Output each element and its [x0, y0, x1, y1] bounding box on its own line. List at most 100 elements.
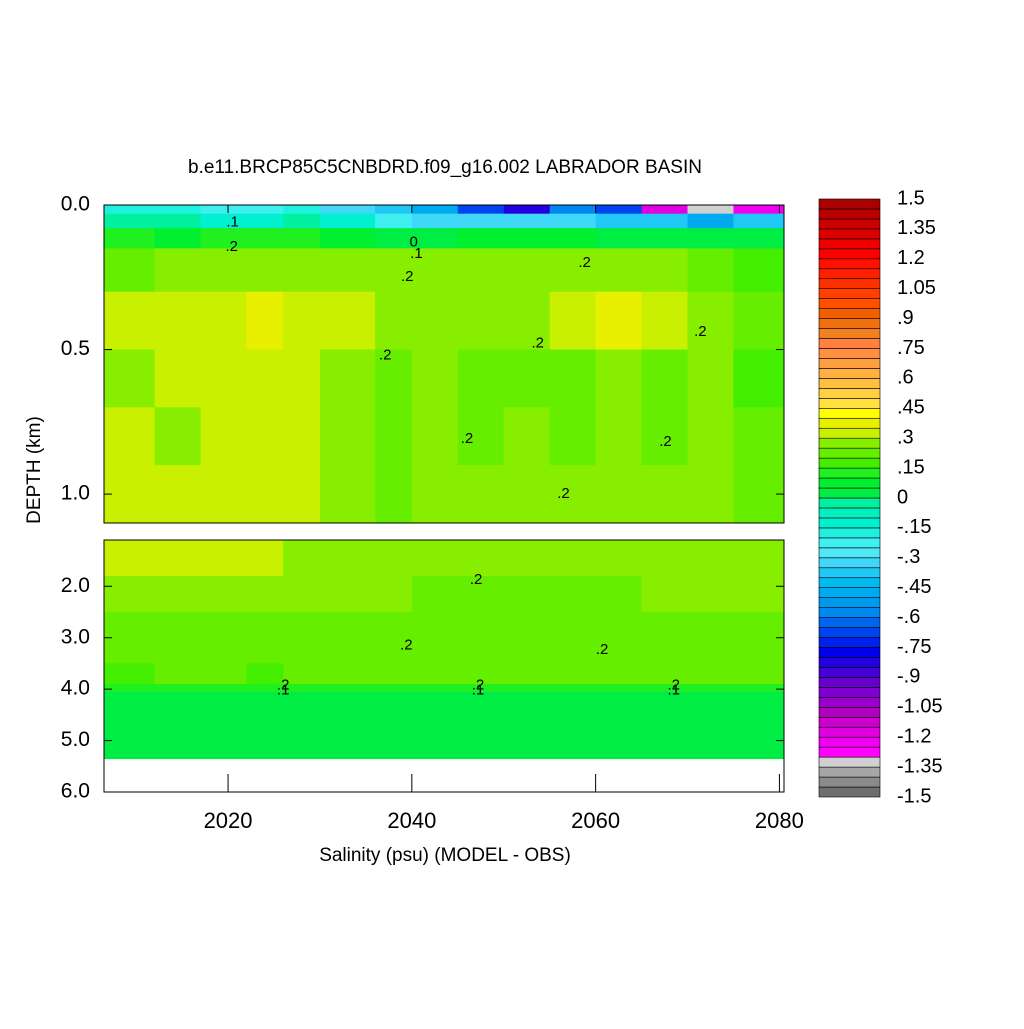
field-cell [154, 663, 201, 685]
colorbar-swatch [818, 716, 881, 728]
colorbar-label: -1.5 [897, 785, 931, 807]
colorbar-label: .6 [897, 367, 914, 389]
field-cell [319, 684, 376, 693]
field-cell [411, 291, 459, 351]
field-cell [319, 465, 376, 524]
field-cell [595, 663, 643, 685]
field-cell [457, 228, 505, 249]
field-cell [503, 213, 551, 229]
colorbar-swatch [818, 756, 881, 768]
field-cell [457, 407, 505, 466]
field-cell [733, 465, 785, 524]
field-cell [319, 291, 376, 351]
colorbar-swatch [818, 208, 881, 220]
field-cell [375, 213, 413, 229]
field-cell [200, 205, 247, 215]
field-cell [283, 663, 321, 685]
field-cell [104, 663, 156, 685]
field-cell [154, 612, 201, 664]
colorbar-swatch [818, 238, 881, 250]
contour-label: .1 [277, 682, 290, 699]
colorbar-swatch [818, 776, 881, 788]
field-cell [200, 612, 247, 664]
field-cell [503, 228, 551, 249]
field-cell [246, 291, 284, 351]
field-cell [641, 349, 689, 408]
contour-label: .2 [667, 677, 680, 694]
field-cell [200, 291, 247, 351]
field-cell [246, 213, 284, 229]
field-cell [154, 540, 201, 577]
field-cell [411, 465, 459, 524]
colorbar-label: .45 [897, 397, 925, 419]
colorbar-swatch [818, 278, 881, 290]
field-cell [375, 291, 413, 351]
field-cell [104, 205, 156, 215]
field-cell [549, 663, 597, 685]
y-tick-label: 2.0 [61, 574, 90, 597]
field-cell [733, 248, 785, 293]
field-cell [595, 407, 643, 466]
field-cell [200, 248, 247, 293]
contour-label: .1 [667, 682, 680, 699]
colorbar-label: -.75 [897, 636, 931, 658]
x-tick-label: 2060 [571, 808, 620, 833]
field-cell [641, 684, 689, 693]
field-cell [457, 691, 505, 760]
field-cell [319, 248, 376, 293]
colorbar-swatch [818, 388, 881, 399]
field-cell [283, 612, 321, 664]
colorbar-swatch [818, 248, 881, 260]
field-cell [154, 465, 201, 524]
contour-label: .1 [472, 682, 485, 699]
field-cell [246, 684, 284, 693]
field-cell [733, 213, 785, 229]
field-cell [283, 213, 321, 229]
field-cell [375, 205, 413, 215]
field-cell [283, 540, 321, 577]
contour-label: .2 [379, 346, 392, 363]
field-cell [104, 540, 156, 577]
field-cell [687, 228, 734, 249]
field-cell [319, 576, 376, 613]
x-axis-label: Salinity (psu) (MODEL - OBS) [319, 845, 571, 866]
field-cell [457, 663, 505, 685]
field-cell [687, 213, 734, 229]
y-tick-label: 5.0 [61, 728, 90, 751]
field-cell [503, 407, 551, 466]
field-cell [375, 576, 413, 613]
field-cell [319, 205, 376, 215]
field-cell [687, 291, 734, 351]
field-cell [104, 465, 156, 524]
colorbar-swatch [818, 378, 881, 389]
colorbar-swatch [818, 328, 881, 339]
field-cell [319, 663, 376, 685]
contour-label: .2 [659, 433, 672, 450]
field-cell [246, 407, 284, 466]
colorbar-swatch [818, 726, 881, 738]
field-cell [154, 248, 201, 293]
field-cell [411, 612, 459, 664]
field-cell [687, 612, 734, 664]
colorbar-swatch [818, 657, 881, 668]
field-cell [549, 576, 597, 613]
panel-frame [103, 539, 785, 793]
field-cell [411, 248, 459, 293]
field-cell [641, 540, 689, 577]
field-cell [733, 291, 785, 351]
field-cell [104, 691, 156, 760]
colorbar-swatch [818, 627, 881, 638]
field-cell [411, 349, 459, 408]
field-cell [411, 213, 459, 229]
field-cell [549, 248, 597, 293]
field-cell [641, 213, 689, 229]
field-cell [411, 205, 459, 215]
field-cell [200, 576, 247, 613]
colorbar-swatch [818, 687, 881, 698]
field-cell [549, 407, 597, 466]
field-cell [200, 465, 247, 524]
field-cell [733, 684, 785, 693]
field-cell [641, 663, 689, 685]
field-cell [595, 228, 643, 249]
field-cell [200, 213, 247, 229]
